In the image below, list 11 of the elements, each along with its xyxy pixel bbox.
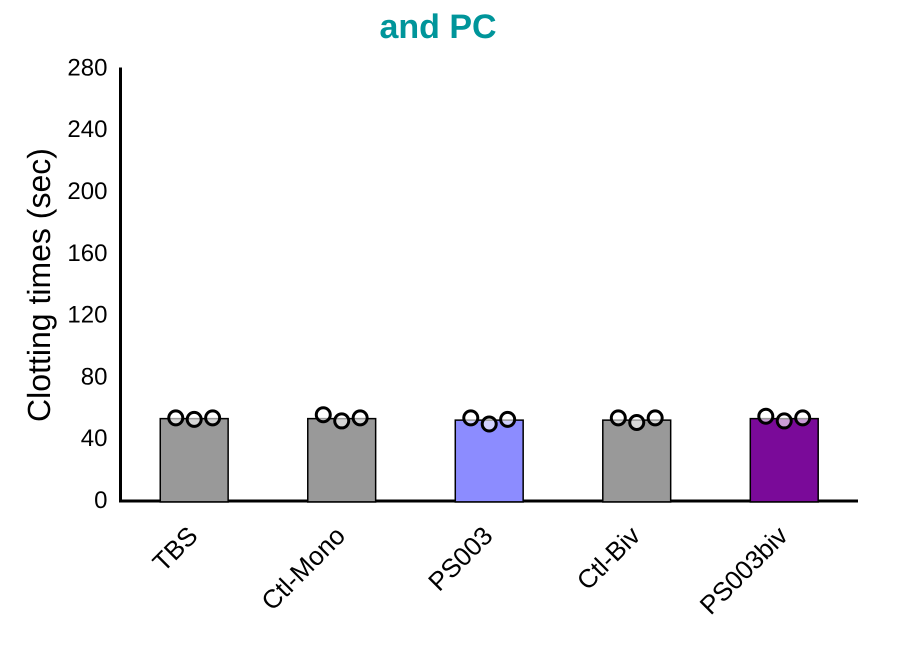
x-tick-label: TBS [146,520,204,578]
y-tick-label: 240 [67,116,108,144]
y-tick-label: 200 [67,178,108,205]
y-tick-label: 0 [94,486,108,514]
y-tick-label: 120 [67,302,108,329]
y-tick-label: 160 [67,240,108,267]
y-tick-label: 80 [80,363,108,390]
y-tick-label: 280 [67,54,108,82]
chart-title: and PC [379,8,497,46]
y-tick-label: 40 [80,425,108,452]
y-axis-title: Clotting times (sec) [21,148,58,422]
